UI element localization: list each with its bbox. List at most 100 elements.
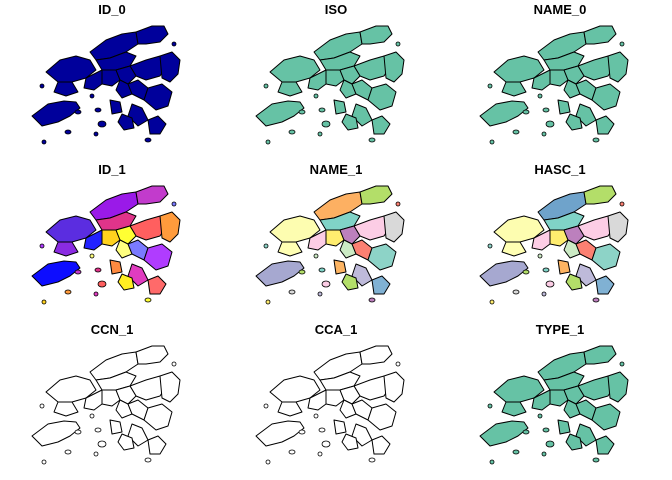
island [395,361,401,367]
district-region [31,260,81,287]
map-panel-cca-1: CCA_1 [224,320,448,480]
district-region [109,99,123,115]
district-region [117,433,135,451]
map-panel-ccn-1: CCN_1 [0,320,224,480]
district-region [501,241,527,257]
island [74,269,82,275]
island [41,139,47,145]
district-region [339,65,361,85]
island [318,107,326,113]
island [298,429,306,435]
panel-title: TYPE_1 [535,322,585,337]
island [542,107,550,113]
district-map [479,185,629,305]
island [395,41,401,47]
district-region [53,401,79,417]
district-region [371,435,391,455]
island [89,253,95,259]
map-panel-id-0: ID_0 [0,0,224,160]
district-region [383,371,405,403]
island [313,413,319,419]
district-region [143,243,173,271]
island [537,253,543,259]
island [298,269,306,275]
district-region [595,115,615,135]
island [74,109,82,115]
district-region [501,81,527,97]
island [263,83,269,89]
panel-title: NAME_0 [533,2,587,17]
district-region [371,115,391,135]
island [318,267,326,273]
island [263,243,269,249]
district-region [159,211,181,243]
island [542,427,550,433]
district-region [563,65,585,85]
island [263,403,269,409]
district-region [147,275,167,295]
district-region [307,389,327,411]
district-region [341,273,359,291]
district-region [135,185,169,205]
panel-title: NAME_1 [309,162,363,177]
island [592,457,600,463]
district-region [135,25,169,45]
island [171,41,177,47]
island [545,440,555,448]
district-region [339,225,361,245]
island [619,361,625,367]
district-region [367,243,397,271]
district-region [479,260,529,287]
district-region [367,403,397,431]
district-region [359,25,393,45]
district-map [31,345,181,465]
panel-title: CCA_1 [314,322,358,337]
district-region [255,420,305,447]
district-region [531,229,551,251]
panel-title: HASC_1 [534,162,586,177]
district-region [147,435,167,455]
island [298,109,306,115]
island [368,297,376,303]
district-region [115,65,137,85]
district-region [341,433,359,451]
island [74,429,82,435]
island [321,440,331,448]
island [522,429,530,435]
island [537,93,543,99]
island [542,267,550,273]
panel-title: ISO [324,2,348,17]
island [39,403,45,409]
island [545,280,555,288]
district-region [583,185,617,205]
district-region [531,389,551,411]
island [89,93,95,99]
island [317,451,323,457]
island [522,109,530,115]
district-region [371,275,391,295]
district-region [583,345,617,365]
district-region [135,345,169,365]
island [64,449,72,455]
district-region [277,401,303,417]
island [64,129,72,135]
island [93,451,99,457]
district-region [359,345,393,365]
district-region [109,259,123,275]
island [537,413,543,419]
district-map [31,185,181,305]
district-region [595,275,615,295]
island [318,427,326,433]
island [545,120,555,128]
district-region [591,83,621,111]
island [512,289,520,295]
island [39,83,45,89]
district-region [143,83,173,111]
island [321,280,331,288]
district-region [479,100,529,127]
district-map [255,345,405,465]
district-region [115,385,137,405]
island [93,291,99,297]
island [97,440,107,448]
